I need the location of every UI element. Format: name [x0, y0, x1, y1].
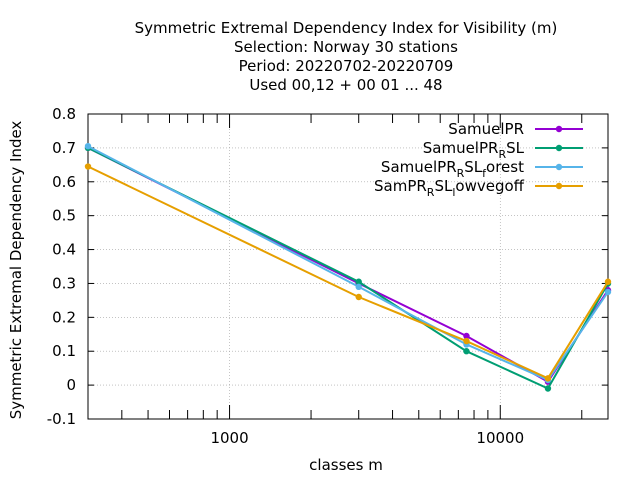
series-2-point-2	[355, 278, 362, 285]
chart-title: Symmetric Extremal Dependency Index for …	[135, 19, 558, 94]
series-2-point-3	[463, 348, 470, 355]
title-line-2: Selection: Norway 30 stations	[234, 38, 458, 56]
legend-marker-1	[555, 125, 563, 133]
y-tick-label-4: 0.3	[52, 274, 76, 292]
title-line-4: Used 00,12 + 00 01 ... 48	[249, 76, 442, 94]
series-3-point-5	[604, 288, 612, 296]
legend: SamuelPRSamuelPRRSLSamuelPRRSLforestSamP…	[374, 120, 583, 199]
legend-marker-3	[555, 163, 563, 171]
series-4-point-4	[544, 375, 552, 382]
y-tick-label-3: 0.2	[52, 308, 76, 326]
series-line-2	[87, 147, 609, 390]
y-tick-label-5: 0.4	[52, 241, 76, 259]
x-ticks: 1000 10000	[87, 114, 583, 447]
series-line-1	[87, 147, 609, 384]
series-2-point-4	[544, 385, 552, 392]
series-1-point-3	[463, 332, 470, 340]
legend-label-3: SamuelPRRSLforest	[381, 158, 524, 180]
y-axis-label: Symmetric Extremal Dependency Index	[7, 121, 25, 420]
y-tick-label-7: 0.6	[52, 173, 76, 191]
y-tick-label-6: 0.5	[52, 207, 76, 225]
title-line-1: Symmetric Extremal Dependency Index for …	[135, 19, 558, 37]
series-4-point-5	[604, 278, 612, 285]
series-4-point-3	[463, 337, 470, 345]
series-group	[84, 142, 612, 392]
series-3-point-1	[84, 142, 92, 150]
x-tick-label-0: 1000	[210, 429, 248, 447]
x-axis-label: classes m	[309, 456, 383, 474]
legend-label-2: SamuelPRRSL	[423, 139, 525, 161]
title-line-3: Period: 20220702-20220709	[239, 57, 454, 75]
series-4-point-2	[355, 293, 362, 301]
legend-label-1: SamuelPR	[448, 120, 524, 138]
legend-marker-2	[555, 144, 563, 152]
series-4-point-1	[84, 163, 92, 170]
plot-frame	[87, 113, 609, 420]
x-tick-label-1: 10000	[476, 429, 524, 447]
y-tick-label-8: 0.7	[52, 139, 76, 157]
legend-label-4: SamPRRSLlowvegoff	[374, 177, 525, 199]
axes	[87, 113, 609, 420]
y-ticks: -0.1 0 0.1 0.2 0.3 0.4 0.5 0.6 0.7 0.8	[47, 105, 608, 428]
y-tick-label-9: 0.8	[52, 105, 76, 123]
y-tick-label-1: 0	[66, 376, 76, 394]
series-3-point-2	[355, 283, 362, 291]
y-tick-label-0: -0.1	[47, 410, 76, 428]
series-line-3	[87, 145, 609, 382]
legend-marker-4	[555, 182, 563, 190]
series-line-4	[87, 165, 609, 380]
y-tick-label-2: 0.1	[52, 342, 76, 360]
